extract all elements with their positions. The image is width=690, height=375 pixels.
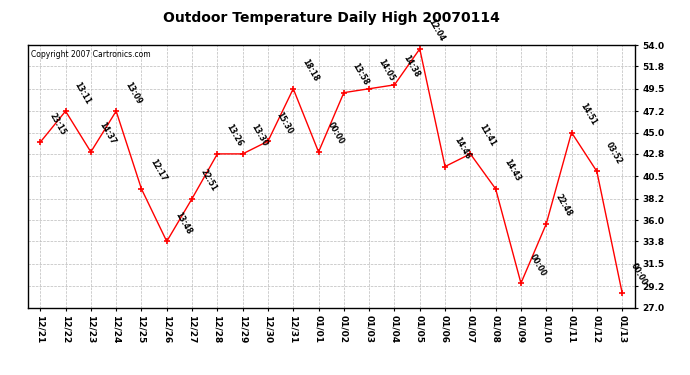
Text: 14:38: 14:38 xyxy=(402,54,422,79)
Text: Outdoor Temperature Daily High 20070114: Outdoor Temperature Daily High 20070114 xyxy=(163,11,500,25)
Text: 14:05: 14:05 xyxy=(376,58,396,83)
Text: 13:11: 13:11 xyxy=(72,80,92,105)
Text: 23:15: 23:15 xyxy=(47,111,67,136)
Text: 14:46: 14:46 xyxy=(452,136,472,161)
Text: 13:58: 13:58 xyxy=(351,62,371,87)
Text: 13:48: 13:48 xyxy=(174,210,194,236)
Text: 14:37: 14:37 xyxy=(98,121,118,146)
Text: 12:04: 12:04 xyxy=(426,18,446,44)
Text: 00:00: 00:00 xyxy=(528,252,548,278)
Text: 13:26: 13:26 xyxy=(224,123,244,148)
Text: 11:41: 11:41 xyxy=(477,123,497,148)
Text: 18:18: 18:18 xyxy=(300,58,320,83)
Text: 03:52: 03:52 xyxy=(604,141,624,166)
Text: 13:09: 13:09 xyxy=(123,80,143,105)
Text: 13:30: 13:30 xyxy=(250,123,270,148)
Text: 00:00: 00:00 xyxy=(326,121,346,146)
Text: 14:43: 14:43 xyxy=(502,158,522,183)
Text: 15:30: 15:30 xyxy=(275,110,295,136)
Text: 14:51: 14:51 xyxy=(578,102,598,127)
Text: 22:51: 22:51 xyxy=(199,168,219,193)
Text: 12:17: 12:17 xyxy=(148,158,168,183)
Text: 22:48: 22:48 xyxy=(553,193,573,218)
Text: Copyright 2007 Cartronics.com: Copyright 2007 Cartronics.com xyxy=(30,50,150,59)
Text: 00:00: 00:00 xyxy=(629,262,649,287)
